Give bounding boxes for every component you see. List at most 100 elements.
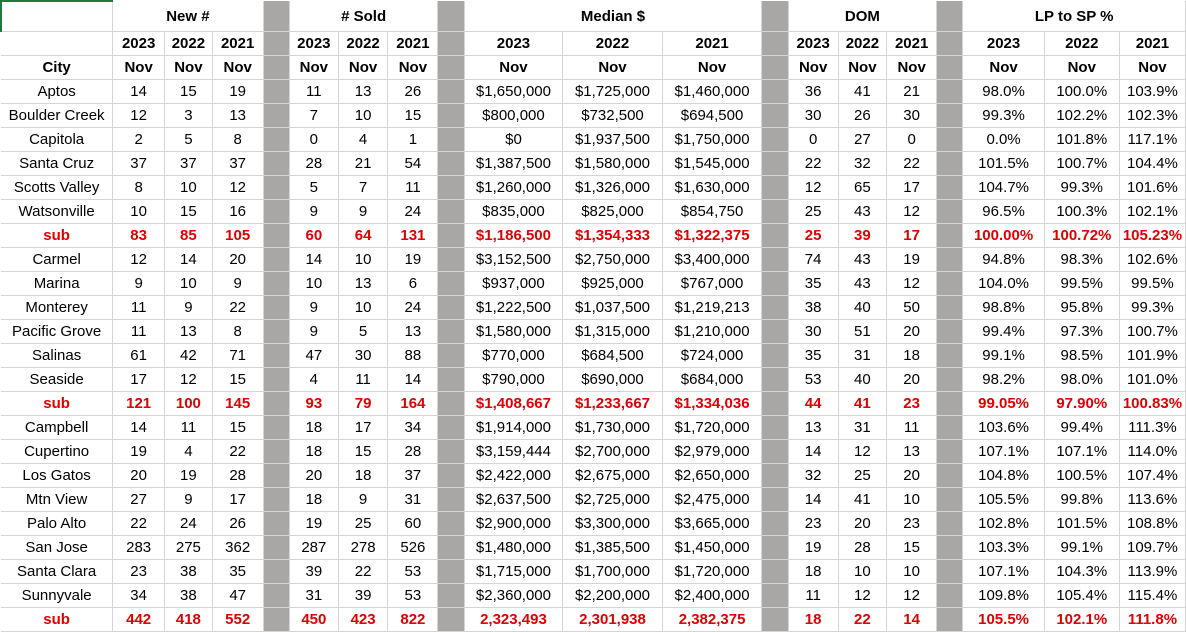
lp-sp-cell[interactable]: 113.9% [1119,559,1186,584]
new-count-cell[interactable]: 275 [164,535,213,560]
median-price-cell[interactable]: $1,730,000 [562,415,663,440]
lp-sp-cell[interactable]: 100.00% [962,223,1045,248]
new-count-cell[interactable]: 145 [212,391,264,416]
lp-sp-cell[interactable]: 115.4% [1119,583,1186,608]
dom-cell[interactable]: 19 [788,535,839,560]
sold-count-cell[interactable]: 164 [387,391,439,416]
new-count-cell[interactable]: 20 [212,247,264,272]
month-header-cell[interactable]: Nov [838,55,888,80]
median-price-cell[interactable]: $684,000 [662,367,763,392]
dom-cell[interactable]: 18 [788,559,839,584]
sold-count-cell[interactable]: 10 [338,247,389,272]
median-price-cell[interactable]: $2,725,000 [562,487,663,512]
lp-sp-cell[interactable]: 99.1% [962,343,1045,368]
sold-count-cell[interactable]: 18 [289,439,339,464]
dom-cell[interactable]: 12 [886,271,938,296]
sold-count-cell[interactable]: 5 [289,175,339,200]
sold-count-cell[interactable]: 18 [289,487,339,512]
lp-sp-cell[interactable]: 103.6% [962,415,1045,440]
lp-sp-cell[interactable]: 0.0% [962,127,1045,152]
median-price-cell[interactable]: $1,460,000 [662,79,763,104]
new-count-cell[interactable]: 16 [212,199,264,224]
dom-cell[interactable]: 50 [886,295,938,320]
new-count-cell[interactable]: 121 [112,391,166,416]
new-count-cell[interactable]: 14 [112,415,166,440]
lp-sp-cell[interactable]: 100.7% [1044,151,1120,176]
new-count-cell[interactable]: 9 [212,271,264,296]
sold-count-cell[interactable]: 9 [289,295,339,320]
new-count-cell[interactable]: 13 [164,319,213,344]
median-price-cell[interactable]: $1,186,500 [464,223,564,248]
dom-cell[interactable]: 25 [788,199,839,224]
year-header-cell[interactable]: 2023 [112,31,166,56]
dom-cell[interactable]: 14 [886,607,938,632]
median-price-cell[interactable]: $2,400,000 [662,583,763,608]
year-header-cell[interactable]: 2021 [662,31,763,56]
lp-sp-cell[interactable]: 104.8% [962,463,1045,488]
median-price-cell[interactable]: $937,000 [464,271,564,296]
dom-cell[interactable]: 17 [886,223,938,248]
median-price-cell[interactable]: $825,000 [562,199,663,224]
sold-count-cell[interactable]: 13 [338,79,389,104]
median-price-cell[interactable]: $1,650,000 [464,79,564,104]
dom-cell[interactable]: 18 [788,607,839,632]
new-count-cell[interactable]: 283 [112,535,166,560]
new-count-cell[interactable]: 19 [212,79,264,104]
median-price-cell[interactable]: $724,000 [662,343,763,368]
sold-count-cell[interactable]: 4 [338,127,389,152]
median-price-cell[interactable]: $1,210,000 [662,319,763,344]
median-price-cell[interactable]: $2,200,000 [562,583,663,608]
dom-cell[interactable]: 22 [788,151,839,176]
sold-count-cell[interactable]: 14 [289,247,339,272]
new-count-cell[interactable]: 37 [212,151,264,176]
month-header-cell[interactable]: Nov [562,55,663,80]
lp-sp-cell[interactable]: 94.8% [962,247,1045,272]
sold-count-cell[interactable]: 28 [289,151,339,176]
sold-count-cell[interactable]: 34 [387,415,439,440]
dom-cell[interactable]: 31 [838,415,888,440]
dom-cell[interactable]: 13 [886,439,938,464]
median-price-cell[interactable]: $2,422,000 [464,463,564,488]
sold-count-cell[interactable]: 17 [338,415,389,440]
sold-count-cell[interactable]: 60 [387,511,439,536]
median-price-cell[interactable]: $790,000 [464,367,564,392]
new-count-cell[interactable]: 23 [112,559,166,584]
dom-cell[interactable]: 17 [886,175,938,200]
dom-cell[interactable]: 20 [886,463,938,488]
lp-sp-cell[interactable]: 96.5% [962,199,1045,224]
dom-cell[interactable]: 38 [788,295,839,320]
new-count-cell[interactable]: 61 [112,343,166,368]
month-header-cell[interactable]: Nov [387,55,439,80]
sold-count-cell[interactable]: 53 [387,559,439,584]
year-header-cell[interactable]: 2023 [962,31,1045,56]
sold-count-cell[interactable]: 28 [387,439,439,464]
median-price-cell[interactable]: $1,630,000 [662,175,763,200]
group-header-median[interactable]: Median $ [464,1,763,32]
city-cell[interactable]: Capitola [1,127,114,152]
new-count-cell[interactable]: 35 [212,559,264,584]
median-price-cell[interactable]: $1,222,500 [464,295,564,320]
new-count-cell[interactable]: 12 [112,103,166,128]
dom-cell[interactable]: 18 [886,343,938,368]
lp-sp-cell[interactable]: 100.83% [1119,391,1186,416]
year-header-cell[interactable]: 2023 [788,31,839,56]
city-cell[interactable]: Pacific Grove [1,319,114,344]
lp-sp-cell[interactable]: 99.3% [1119,295,1186,320]
lp-sp-cell[interactable]: 103.3% [962,535,1045,560]
city-cell[interactable]: Mtn View [1,487,114,512]
empty-cell[interactable] [1,31,114,56]
sold-count-cell[interactable]: 10 [338,295,389,320]
median-price-cell[interactable]: $2,650,000 [662,463,763,488]
new-count-cell[interactable]: 10 [164,175,213,200]
month-header-cell[interactable]: Nov [886,55,938,80]
new-count-cell[interactable]: 418 [164,607,213,632]
new-count-cell[interactable]: 20 [112,463,166,488]
median-price-cell[interactable]: 2,323,493 [464,607,564,632]
year-header-cell[interactable]: 2021 [212,31,264,56]
lp-sp-cell[interactable]: 111.3% [1119,415,1186,440]
dom-cell[interactable]: 39 [838,223,888,248]
lp-sp-cell[interactable]: 95.8% [1044,295,1120,320]
sold-count-cell[interactable]: 13 [338,271,389,296]
lp-sp-cell[interactable]: 99.4% [962,319,1045,344]
year-header-cell[interactable]: 2023 [289,31,339,56]
